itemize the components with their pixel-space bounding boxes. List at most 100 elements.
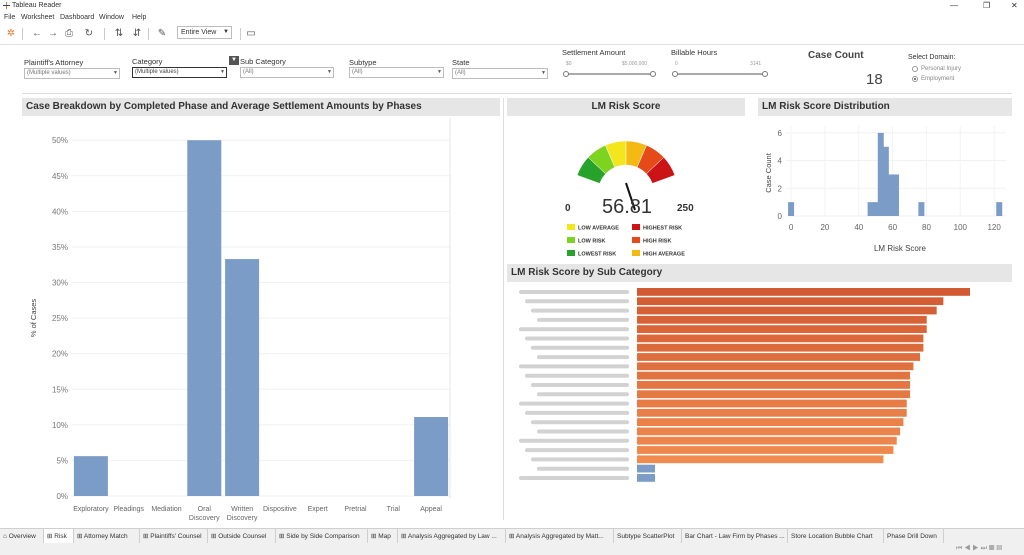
subcategory-bar[interactable]: [637, 362, 914, 371]
distribution-panel-title: LM Risk Score Distribution: [758, 98, 1012, 116]
histogram-bar[interactable]: [867, 202, 874, 216]
filter-subtype[interactable]: (All) ▼: [349, 67, 444, 78]
fit-view-select[interactable]: Entire View ▼: [177, 26, 232, 39]
tab-subtype-scatter[interactable]: Subtype ScatterPlot: [614, 529, 682, 544]
close-icon[interactable]: ✕: [1011, 1, 1018, 10]
tab-store-location[interactable]: Store Location Bubble Chart: [788, 529, 884, 544]
window-title-bar: Tableau Reader — ❐ ✕: [0, 0, 1024, 12]
phase-bar[interactable]: [187, 140, 222, 496]
tab-outside-counsel[interactable]: ⊞ Outside Counsel: [208, 529, 276, 544]
blurred-category-label: [537, 392, 629, 397]
subcategory-bar[interactable]: [637, 325, 927, 333]
tableau-home-icon[interactable]: ✲: [6, 28, 16, 39]
sort-descending-icon[interactable]: ⇵: [132, 28, 142, 39]
tab-analysis-matter[interactable]: ⊞ Analysis Aggregated by Matt...: [506, 529, 614, 544]
histogram-bar[interactable]: [893, 174, 899, 216]
y-tick-label: 45%: [52, 172, 68, 181]
filter-state[interactable]: (All) ▼: [452, 68, 548, 79]
tab-plaintiffs-counsel[interactable]: ⊞ Plaintiffs' Counsel: [140, 529, 208, 544]
subcategory-bar[interactable]: [637, 474, 655, 482]
filter-value: (Multiple values): [27, 70, 71, 76]
pause-update-icon[interactable]: ⎙: [65, 28, 73, 39]
gauge-max-label: 250: [677, 203, 694, 214]
subcategory-bar[interactable]: [637, 455, 884, 464]
pin-icon[interactable]: ✎: [157, 28, 167, 39]
histogram-bar[interactable]: [918, 202, 925, 216]
subcategory-bar[interactable]: [637, 288, 970, 296]
case-count-value: 18: [866, 71, 883, 88]
blurred-category-label: [519, 327, 629, 332]
histogram-bar[interactable]: [788, 202, 795, 216]
settlement-slider-track[interactable]: [566, 73, 654, 75]
menu-dashboard[interactable]: Dashboard: [60, 14, 95, 21]
filter-category[interactable]: (Multiple values) ▼: [132, 67, 227, 78]
tab-attorney-match[interactable]: ⊞ Attorney Match: [74, 529, 140, 544]
filter-label-sub-category: Sub Category: [240, 57, 286, 66]
subcategory-bar[interactable]: [637, 436, 897, 445]
subcategory-bar[interactable]: [637, 408, 907, 417]
histogram-bar[interactable]: [996, 202, 1003, 216]
tab-bar-chart-law-firm[interactable]: Bar Chart - Law Firm by Phases ...: [682, 529, 788, 544]
subcat-chart: [519, 288, 970, 482]
toolbar-separator: [22, 28, 23, 40]
subcat-panel-title: LM Risk Score by Sub Category: [507, 264, 1012, 282]
filter-sub-category[interactable]: (All) ▼: [240, 67, 334, 78]
status-bar: ⏮ ◀ ▶ ⏭ ▦ ▤: [0, 543, 1024, 555]
subcategory-bar[interactable]: [637, 381, 911, 389]
histogram-bar[interactable]: [872, 202, 879, 216]
subcategory-bar[interactable]: [637, 371, 911, 380]
x-tick-label: Exploratory: [73, 506, 109, 513]
tab-side-by-side[interactable]: ⊞ Side by Side Comparison: [276, 529, 368, 544]
histogram-bar[interactable]: [877, 132, 884, 216]
subcategory-bar[interactable]: [637, 427, 901, 436]
tab-risk[interactable]: ⊞ Risk: [44, 529, 74, 544]
histogram-bar[interactable]: [882, 146, 889, 216]
subcategory-bar[interactable]: [637, 418, 904, 426]
subcategory-bar[interactable]: [637, 315, 927, 324]
billable-slider-high-handle[interactable]: [762, 71, 768, 77]
domain-radio-employment[interactable]: [912, 76, 918, 82]
histogram-bar[interactable]: [887, 174, 894, 216]
tab-nav-icons[interactable]: ⏮ ◀ ▶ ⏭ ▦ ▤: [956, 545, 1003, 552]
tab-analysis-law[interactable]: ⊞ Analysis Aggregated by Law ...: [398, 529, 506, 544]
distribution-x-axis-title: LM Risk Score: [874, 244, 927, 253]
subcategory-bar[interactable]: [637, 446, 894, 454]
subcategory-bar[interactable]: [637, 464, 655, 473]
legend-label: HIGHEST RISK: [643, 226, 682, 232]
y-tick-label: 2: [778, 184, 783, 193]
subcategory-bar[interactable]: [637, 399, 907, 408]
tab-phase-drill[interactable]: Phase Drill Down: [884, 529, 944, 544]
distribution-y-axis-title: Case Count: [764, 152, 773, 193]
filter-menu-button[interactable]: ▼: [229, 56, 239, 65]
subcategory-bar[interactable]: [637, 353, 921, 361]
phase-bar[interactable]: [414, 417, 449, 496]
menu-help[interactable]: Help: [132, 14, 147, 21]
y-tick-label: 20%: [52, 350, 68, 359]
subcategory-bar[interactable]: [637, 297, 944, 306]
filter-plaintiffs-attorney[interactable]: (Multiple values) ▼: [24, 68, 120, 79]
phase-bar[interactable]: [73, 456, 108, 496]
subcategory-bar[interactable]: [637, 334, 924, 343]
sort-ascending-icon[interactable]: ⇅: [114, 28, 124, 39]
domain-radio-personal-injury[interactable]: [912, 66, 918, 72]
domain-selector-label: Select Domain:: [908, 54, 956, 61]
subcategory-bar[interactable]: [637, 306, 937, 315]
forward-icon[interactable]: →: [48, 28, 58, 39]
menu-window[interactable]: Window: [99, 14, 124, 21]
minimize-icon[interactable]: —: [950, 1, 958, 10]
billable-slider-low-handle[interactable]: [672, 71, 678, 77]
billable-slider-track[interactable]: [675, 73, 765, 75]
phase-bar[interactable]: [225, 259, 260, 496]
back-icon[interactable]: ←: [32, 28, 42, 39]
subcategory-bar[interactable]: [637, 390, 911, 399]
settlement-slider-high-handle[interactable]: [650, 71, 656, 77]
presentation-mode-icon[interactable]: ▭: [246, 28, 256, 39]
refresh-icon[interactable]: ↻: [84, 28, 94, 39]
tab-overview[interactable]: ⌂ Overview: [0, 529, 44, 544]
subcategory-bar[interactable]: [637, 343, 924, 352]
settlement-slider-low-handle[interactable]: [563, 71, 569, 77]
menu-worksheet[interactable]: Worksheet: [21, 14, 55, 21]
menu-file[interactable]: File: [4, 14, 16, 21]
tab-map[interactable]: ⊞ Map: [368, 529, 398, 544]
maximize-icon[interactable]: ❐: [983, 1, 991, 10]
